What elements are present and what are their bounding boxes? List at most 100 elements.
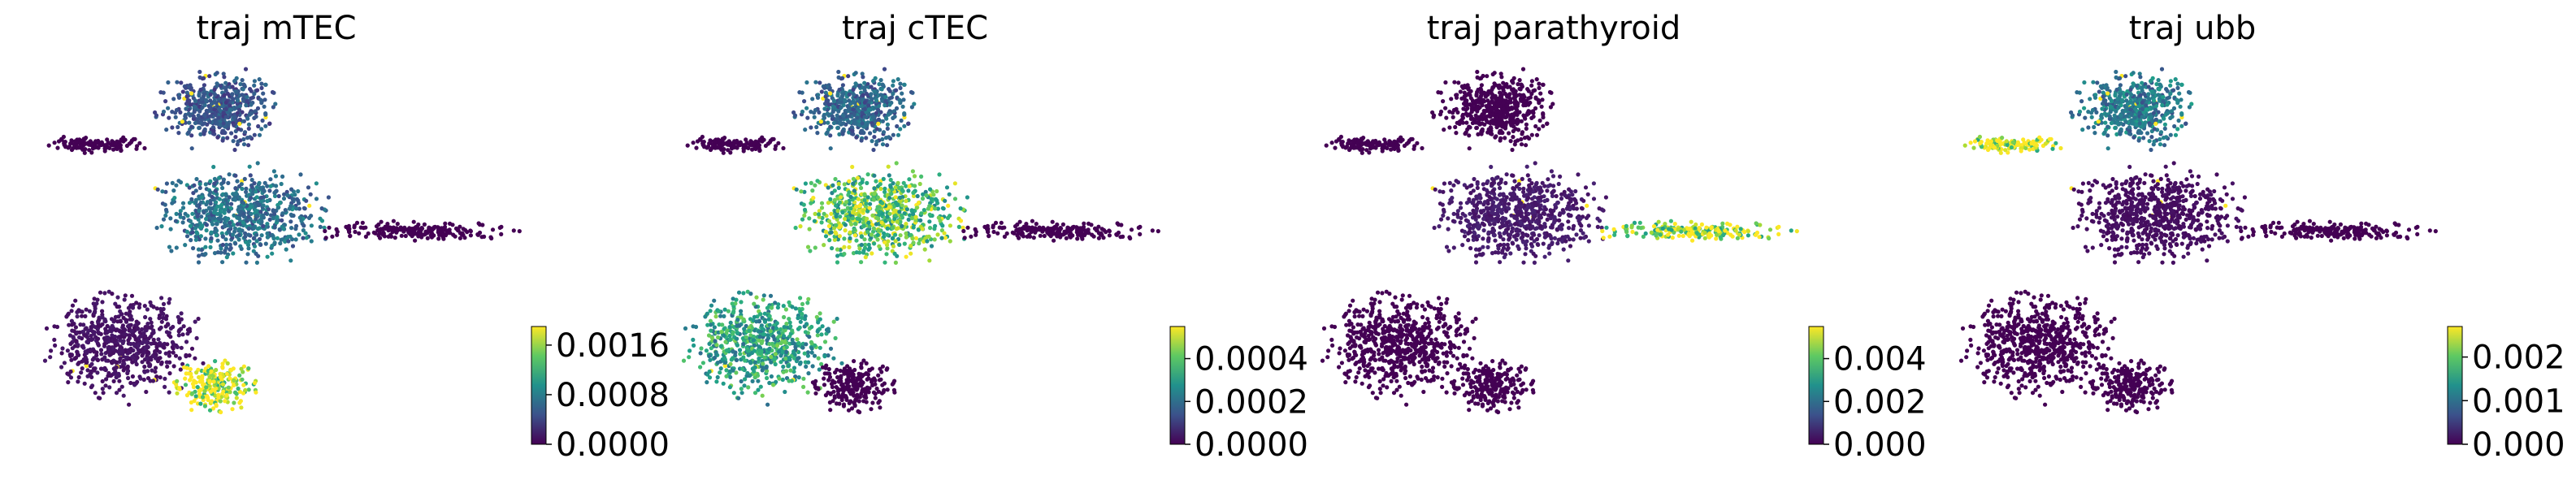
scatter-point bbox=[838, 97, 843, 102]
scatter-point bbox=[900, 203, 904, 208]
scatter-point bbox=[727, 385, 732, 390]
scatter-point bbox=[319, 218, 325, 223]
scatter-point bbox=[788, 368, 793, 373]
scatter-point bbox=[265, 184, 270, 188]
scatter-point bbox=[809, 180, 813, 185]
scatter-point bbox=[716, 335, 721, 339]
scatter-point bbox=[721, 150, 726, 155]
scatter-point bbox=[722, 307, 727, 312]
scatter-point bbox=[197, 185, 202, 190]
scatter-point bbox=[237, 103, 242, 109]
scatter-point bbox=[183, 376, 188, 381]
scatter-point bbox=[239, 366, 244, 371]
scatter-point bbox=[145, 344, 150, 349]
scatter-point bbox=[115, 319, 120, 324]
scatter-point bbox=[210, 399, 215, 404]
scatter-point bbox=[250, 95, 255, 100]
scatter-point bbox=[804, 106, 809, 110]
scatter-point bbox=[158, 361, 164, 366]
scatter-point bbox=[254, 214, 259, 218]
scatter-point bbox=[771, 383, 776, 387]
scatter-point bbox=[1038, 233, 1043, 238]
scatter-point bbox=[787, 356, 791, 361]
scatter-point bbox=[83, 314, 88, 318]
scatter-point bbox=[826, 185, 830, 190]
scatter-point bbox=[932, 237, 937, 242]
scatter-point bbox=[802, 351, 807, 356]
scatter-point bbox=[200, 105, 205, 110]
scatter-point bbox=[225, 201, 230, 206]
scatter-point bbox=[910, 169, 915, 174]
scatter-point bbox=[731, 391, 736, 396]
scatter-point bbox=[856, 374, 861, 379]
scatter-point bbox=[177, 320, 182, 325]
scatter-point bbox=[252, 181, 257, 186]
scatter-point bbox=[1065, 225, 1070, 230]
scatter-point bbox=[708, 318, 713, 323]
scatter-point bbox=[722, 360, 728, 365]
scatter-point bbox=[852, 359, 856, 364]
scatter-point bbox=[865, 229, 870, 235]
scatter-point bbox=[902, 123, 907, 128]
scatter-point bbox=[121, 339, 126, 344]
scatter-point bbox=[801, 384, 806, 389]
scatter-point bbox=[134, 361, 139, 367]
scatter-point bbox=[830, 183, 835, 188]
scatter-point bbox=[219, 409, 223, 415]
scatter-point bbox=[907, 177, 912, 182]
scatter-point bbox=[820, 365, 826, 370]
scatter-point bbox=[793, 225, 798, 231]
scatter-point bbox=[707, 353, 712, 358]
scatter-point bbox=[346, 223, 351, 228]
scatter-point bbox=[894, 227, 899, 231]
scatter-point bbox=[170, 125, 175, 130]
scatter-point bbox=[816, 320, 821, 325]
scatter-point bbox=[872, 192, 877, 197]
scatter-point bbox=[228, 103, 232, 108]
scatter-point bbox=[218, 399, 223, 404]
scatter-point bbox=[84, 363, 89, 369]
scatter-point bbox=[714, 145, 720, 150]
scatter-point bbox=[766, 317, 771, 322]
scatter-point bbox=[439, 229, 444, 234]
scatter-point bbox=[210, 374, 215, 378]
scatter-point bbox=[401, 229, 406, 234]
scatter-point bbox=[183, 114, 188, 119]
scatter-point bbox=[784, 349, 789, 355]
scatter-point bbox=[774, 326, 778, 331]
scatter-point bbox=[220, 242, 225, 248]
scatter-point bbox=[773, 361, 778, 367]
scatter-point bbox=[767, 341, 772, 347]
scatter-point bbox=[948, 239, 952, 244]
scatter-point bbox=[897, 210, 902, 214]
scatter-point bbox=[224, 392, 229, 398]
scatter-point bbox=[352, 225, 357, 230]
scatter-point bbox=[55, 145, 60, 150]
scatter-point bbox=[942, 231, 947, 236]
scatter-point bbox=[180, 201, 186, 205]
scatter-point bbox=[307, 203, 312, 208]
scatter-point bbox=[228, 376, 232, 381]
scatter-point bbox=[246, 226, 251, 231]
scatter-point bbox=[167, 350, 171, 355]
scatter-point bbox=[205, 200, 210, 205]
scatter-point bbox=[893, 195, 898, 200]
scatter-point bbox=[207, 119, 212, 124]
scatter-point bbox=[226, 180, 231, 185]
scatter-point bbox=[815, 131, 820, 136]
scatter-point bbox=[166, 106, 171, 110]
scatter-point bbox=[857, 84, 862, 89]
scatter-point bbox=[717, 309, 722, 314]
scatter-point bbox=[737, 323, 742, 328]
scatter-point bbox=[882, 235, 887, 240]
scatter-point bbox=[939, 236, 944, 240]
scatter-point bbox=[871, 79, 876, 84]
scatter-point bbox=[132, 357, 137, 362]
scatter-point bbox=[84, 136, 89, 141]
scatter-point bbox=[223, 85, 229, 90]
scatter-point bbox=[810, 97, 815, 102]
scatter-point bbox=[306, 185, 311, 190]
scatter-point bbox=[870, 213, 875, 218]
scatter-point bbox=[221, 179, 226, 184]
scatter-point bbox=[195, 385, 200, 390]
